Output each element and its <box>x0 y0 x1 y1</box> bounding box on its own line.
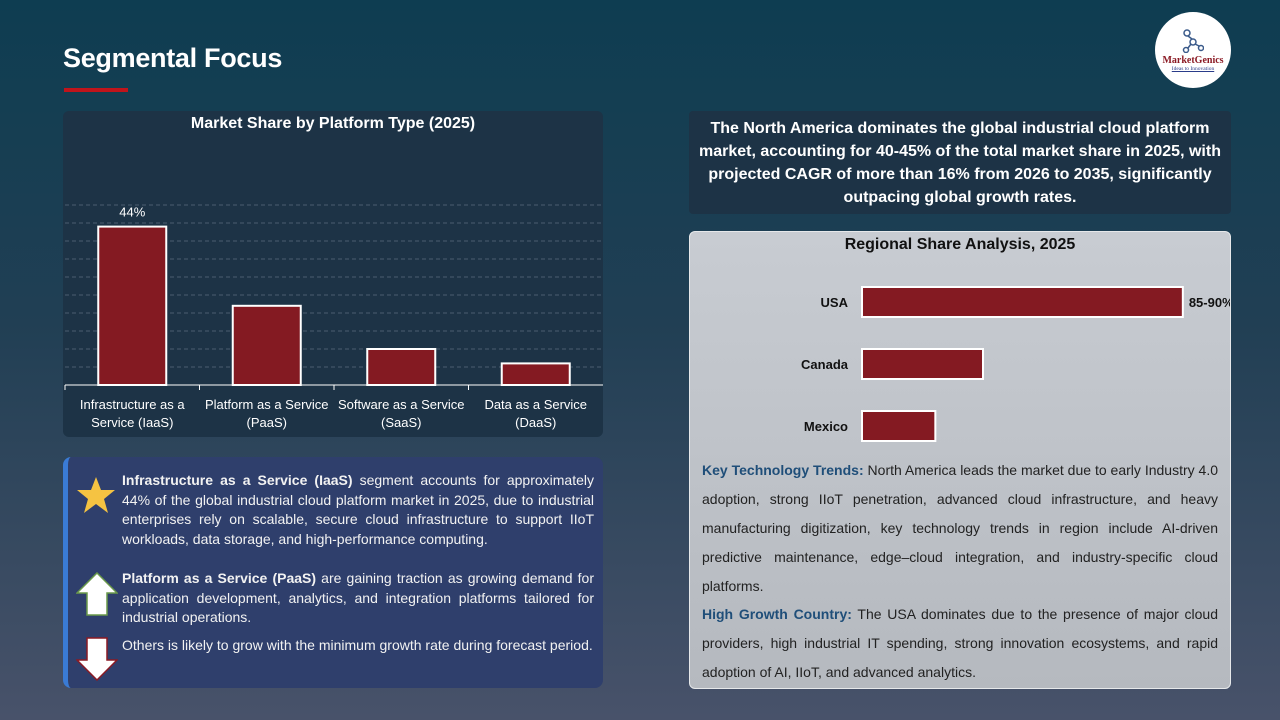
regional-summary: The North America dominates the global i… <box>689 111 1231 214</box>
platform-chart-panel: Market Share by Platform Type (2025) 44%… <box>63 111 603 437</box>
network-icon <box>1182 28 1204 53</box>
bar-2 <box>366 348 437 386</box>
category-label: (PaaS) <box>247 415 287 430</box>
category-label: Data as a Service <box>484 397 587 412</box>
bar-0 <box>97 225 168 386</box>
logo: MarketGenics Ideas to Innovation <box>1155 12 1231 88</box>
arrow-up-icon <box>76 572 118 616</box>
segment-paas-text: Platform as a Service (PaaS) are gaining… <box>122 570 594 625</box>
category-label: Software as a Service <box>338 397 464 412</box>
category-label: (DaaS) <box>515 415 556 430</box>
regional-panel: Regional Share Analysis, 2025 USA 85-90% C… <box>689 231 1231 689</box>
star-icon <box>77 477 115 513</box>
bar-canada <box>861 348 984 380</box>
platform-bar-chart: 44% Infrastructure as a Service (IaaS) Plat… <box>64 204 603 430</box>
category-label: Infrastructure as a <box>80 397 186 412</box>
regional-chart-title: Regional Share Analysis, 2025 <box>844 236 1076 253</box>
chart-title: Market Share by Platform Type (2025) <box>190 115 476 132</box>
category-label: Canada <box>801 357 849 372</box>
segment-insights-panel: Infrastructure as a Service (IaaS) segme… <box>63 457 603 688</box>
bar-usa <box>861 286 1184 318</box>
page-title: Segmental Focus <box>63 43 283 73</box>
category-label: Service (IaaS) <box>91 415 173 430</box>
high-growth-country: High Growth Country: The USA dominates d… <box>702 606 1218 680</box>
arrow-down-icon <box>76 637 118 681</box>
bar-1 <box>231 304 302 386</box>
category-label: (SaaS) <box>381 415 421 430</box>
segment-others-text: Others is likely to grow with the minimu… <box>122 637 593 653</box>
logo-tagline: Ideas to Innovation <box>1171 65 1215 72</box>
data-label: 44% <box>119 205 145 220</box>
logo-name: MarketGenics <box>1162 54 1224 66</box>
bar-3 <box>500 362 571 386</box>
category-label: Platform as a Service <box>205 397 329 412</box>
data-label: 85-90% <box>1189 295 1230 310</box>
title-underline <box>64 88 128 92</box>
category-label: Mexico <box>804 419 848 434</box>
segment-iaas-text: Infrastructure as a Service (IaaS) segme… <box>122 472 594 547</box>
key-technology-trends: Key Technology Trends: North America lea… <box>702 462 1219 594</box>
category-label: USA <box>821 295 849 310</box>
bar-mexico <box>861 410 937 442</box>
regional-bar-chart: USA 85-90% Canada Mexico <box>801 286 1230 442</box>
